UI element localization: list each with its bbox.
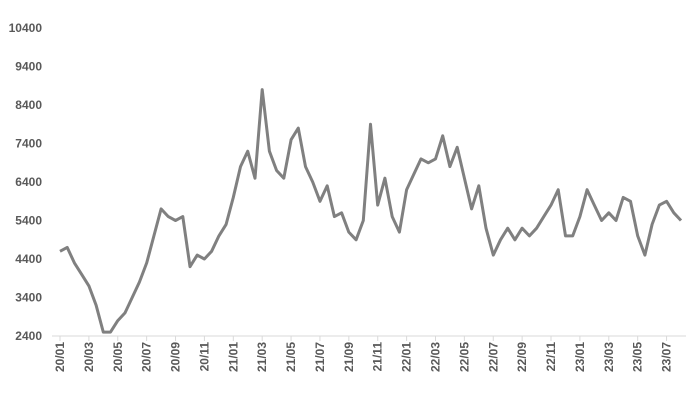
- x-tick-label: 21/07: [313, 342, 327, 372]
- x-tick-label: 22/01: [400, 342, 414, 372]
- x-tick-label: 21/03: [255, 342, 269, 372]
- x-tick-label: 22/09: [515, 342, 529, 372]
- x-tick-label: 21/11: [371, 342, 385, 372]
- x-tick-label: 22/07: [486, 342, 500, 372]
- x-tick-label: 20/07: [140, 342, 154, 372]
- x-tick-label: 20/09: [169, 342, 183, 372]
- x-tick-label: 20/01: [53, 342, 67, 372]
- x-tick-label: 22/11: [544, 342, 558, 372]
- y-tick-label: 5400: [15, 214, 42, 228]
- x-tick-label: 20/05: [111, 342, 125, 372]
- y-tick-label: 9400: [15, 60, 42, 74]
- data-line: [59, 88, 683, 334]
- x-tick-label: 23/07: [660, 342, 674, 372]
- x-tick-label: 23/03: [602, 342, 616, 372]
- y-tick-label: 3400: [15, 291, 42, 305]
- x-tick-label: 22/05: [457, 342, 471, 372]
- x-tick-label: 23/05: [631, 342, 645, 372]
- y-tick-label: 6400: [15, 175, 42, 189]
- y-tick-label: 4400: [15, 252, 42, 266]
- y-tick-label: 8400: [15, 98, 42, 112]
- x-tick-label: 21/05: [284, 342, 298, 372]
- y-tick-label: 10400: [9, 21, 43, 35]
- x-tick-label: 21/01: [226, 342, 240, 372]
- x-tick-label: 23/01: [573, 342, 587, 372]
- x-tick-label: 20/03: [82, 342, 96, 372]
- x-tick-label: 21/09: [342, 342, 356, 372]
- y-tick-label: 7400: [15, 137, 42, 151]
- x-tick-label: 22/03: [428, 342, 442, 372]
- y-tick-label: 2400: [15, 329, 42, 343]
- x-tick-label: 20/11: [197, 342, 211, 372]
